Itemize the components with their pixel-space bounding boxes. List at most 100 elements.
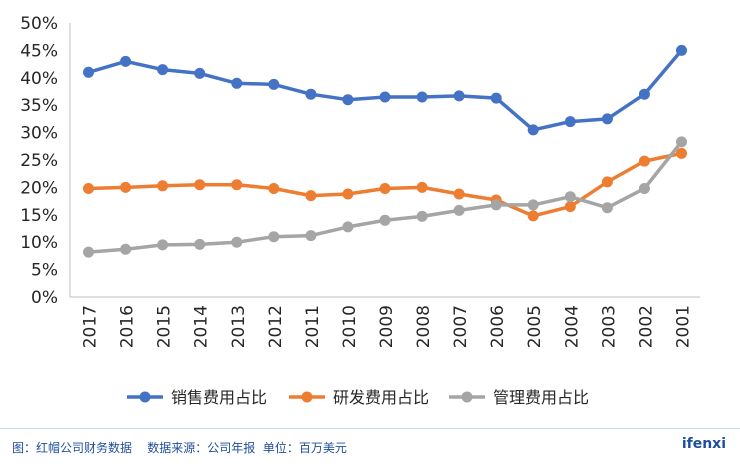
legend-item: 研发费用占比 [289, 388, 429, 407]
y-tick-label: 25% [20, 151, 58, 171]
y-tick-label: 50% [20, 14, 58, 34]
series-2 [83, 147, 687, 222]
x-tick-label: 2001 [673, 305, 693, 348]
brand-logo: ifenxi [681, 436, 726, 452]
x-tick-label: 2008 [414, 305, 434, 348]
data-point [379, 214, 391, 226]
data-point [416, 210, 428, 222]
data-point [601, 176, 613, 188]
data-point [453, 188, 465, 200]
data-point [453, 204, 465, 216]
data-point [527, 124, 539, 136]
legend-marker [301, 391, 313, 403]
data-point [231, 179, 243, 191]
x-tick-label: 2009 [377, 305, 397, 348]
series-layer [83, 44, 687, 258]
y-tick-label: 10% [20, 233, 58, 253]
data-point [564, 116, 576, 128]
data-point [305, 88, 317, 100]
x-tick-label: 2005 [525, 305, 545, 348]
x-tick-label: 2016 [118, 305, 138, 348]
data-point [268, 78, 280, 90]
data-point [527, 210, 539, 222]
y-tick-label: 30% [20, 124, 58, 144]
data-point [83, 183, 94, 194]
data-point [453, 90, 465, 102]
data-point [83, 246, 94, 258]
data-point [638, 183, 650, 194]
data-point [305, 230, 317, 242]
legend-marker [139, 391, 151, 403]
series-line [88, 140, 683, 254]
data-point [676, 136, 687, 148]
x-tick-label: 2006 [488, 305, 508, 348]
y-tick-labels: 0% 5% 10% 15% 20% 25% 30% 35% 40% 45% 50% [20, 14, 58, 308]
x-tick-label: 2017 [81, 305, 101, 348]
data-point [379, 183, 391, 194]
data-point [601, 202, 613, 214]
data-point [416, 181, 428, 193]
data-point [194, 238, 206, 250]
x-tick-label: 2014 [192, 305, 212, 348]
data-point [564, 191, 576, 203]
data-point [416, 91, 428, 103]
y-tick-label: 45% [20, 41, 58, 61]
data-point [379, 91, 391, 103]
data-point [305, 190, 317, 202]
data-point [342, 221, 354, 233]
x-tick-label: 2003 [599, 305, 619, 348]
x-tick-label: 2007 [451, 305, 471, 348]
legend-item: 销售费用占比 [127, 388, 267, 407]
data-point [564, 201, 576, 213]
y-tick-label: 15% [20, 206, 58, 226]
x-tick-label: 2015 [155, 305, 175, 348]
data-point [342, 94, 354, 106]
legend-label: 销售费用占比 [171, 388, 267, 407]
series-3 [83, 136, 687, 258]
series-1 [83, 44, 687, 136]
data-point [120, 55, 132, 67]
legend-marker [461, 391, 473, 403]
y-tick-label: 0% [31, 288, 58, 308]
x-tick-labels: 2017 2016 2015 2014 2013 2012 2011 2010 2009 2008… [81, 305, 694, 348]
y-tick-label: 5% [31, 261, 58, 281]
x-tick-label: 2011 [303, 305, 323, 348]
footer-caption: 图：红帽公司财务数据 数据来源：公司年报 单位：百万美元 [12, 441, 347, 455]
data-point [120, 243, 132, 255]
data-point [268, 231, 280, 243]
x-tick-label: 2010 [340, 305, 360, 348]
legend-item: 管理费用占比 [449, 388, 589, 407]
data-point [638, 88, 650, 100]
data-point [194, 67, 206, 79]
legend-label: 研发费用占比 [333, 388, 429, 407]
data-point [231, 236, 243, 248]
line-chart: 0% 5% 10% 15% 20% 25% 30% 35% 40% 45% 50% 2017 2016… [20, 14, 700, 407]
y-tick-label: 40% [20, 69, 58, 89]
data-point [638, 155, 650, 167]
x-tick-label: 2002 [636, 305, 656, 348]
data-point [194, 179, 206, 191]
x-tick-label: 2013 [229, 305, 249, 348]
data-point [268, 183, 280, 194]
data-point [601, 113, 613, 125]
y-tick-label: 35% [20, 96, 58, 116]
series-line [88, 49, 683, 132]
x-tick-label: 2012 [266, 305, 286, 348]
legend: 销售费用占比 研发费用占比 管理费用占比 [127, 388, 589, 407]
data-point [490, 199, 502, 211]
data-point [157, 239, 169, 251]
data-point [157, 64, 169, 76]
y-tick-label: 20% [20, 178, 58, 198]
footer-bar: 图：红帽公司财务数据 数据来源：公司年报 单位：百万美元 ifenxi [0, 428, 740, 464]
data-point [676, 147, 687, 159]
data-point [490, 92, 502, 104]
data-point [342, 188, 354, 200]
legend-label: 管理费用占比 [493, 388, 589, 407]
data-point [157, 180, 169, 192]
data-point [676, 44, 687, 56]
x-tick-label: 2004 [562, 305, 582, 348]
data-point [527, 199, 539, 211]
data-point [120, 181, 132, 193]
data-point [231, 77, 243, 89]
